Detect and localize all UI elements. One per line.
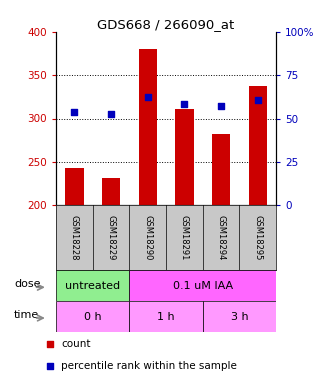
Bar — [129, 270, 276, 301]
Text: count: count — [61, 339, 91, 349]
Text: GSM18229: GSM18229 — [107, 215, 116, 260]
Point — [219, 103, 224, 109]
Text: time: time — [14, 310, 39, 320]
Text: 3 h: 3 h — [230, 312, 248, 321]
Text: GSM18291: GSM18291 — [180, 215, 189, 260]
Text: untreated: untreated — [65, 281, 120, 291]
Text: percentile rank within the sample: percentile rank within the sample — [61, 360, 237, 370]
Point — [182, 101, 187, 107]
Text: 0 h: 0 h — [84, 312, 102, 321]
Bar — [129, 301, 203, 332]
Bar — [139, 49, 157, 205]
Point — [108, 111, 114, 117]
Text: GSM18290: GSM18290 — [143, 215, 152, 260]
Text: GSM18295: GSM18295 — [253, 215, 262, 260]
Bar — [212, 134, 230, 205]
Bar — [102, 178, 120, 205]
Text: dose: dose — [14, 279, 40, 289]
Text: GSM18294: GSM18294 — [217, 215, 226, 260]
Point — [72, 109, 77, 115]
Bar — [248, 86, 267, 205]
Bar — [56, 270, 129, 301]
Bar — [65, 168, 84, 205]
Bar — [203, 301, 276, 332]
Point — [145, 94, 150, 100]
Text: 1 h: 1 h — [157, 312, 175, 321]
Point — [47, 363, 52, 369]
Bar — [56, 301, 129, 332]
Point — [255, 96, 260, 102]
Text: GSM18228: GSM18228 — [70, 215, 79, 260]
Bar — [175, 109, 194, 205]
Point — [47, 341, 52, 347]
Text: 0.1 uM IAA: 0.1 uM IAA — [173, 281, 233, 291]
Title: GDS668 / 266090_at: GDS668 / 266090_at — [98, 18, 235, 31]
